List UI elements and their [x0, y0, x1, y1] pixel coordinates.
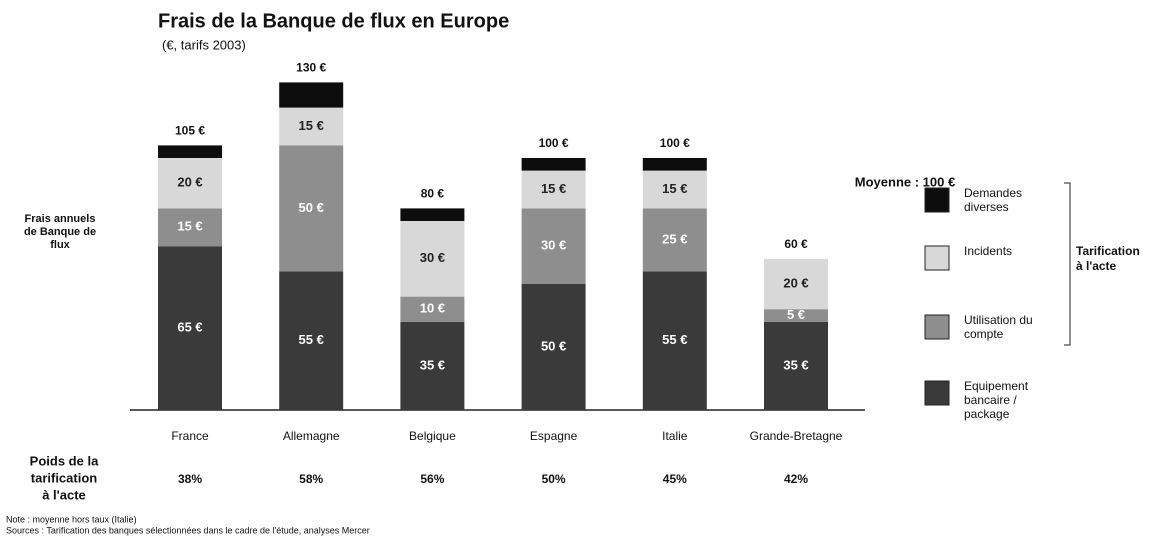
weight-label: 50% [542, 472, 566, 486]
y-axis-label: Frais annuels [25, 213, 96, 225]
legend-swatch [924, 187, 950, 213]
legend-swatch [924, 245, 950, 271]
legend-label: Utilisation du compte [964, 313, 1033, 341]
weight-label: 56% [420, 472, 444, 486]
bar-segment [158, 145, 222, 158]
segment-label: 10 € [420, 301, 445, 316]
bar-segment [521, 284, 586, 410]
bar-segment [158, 158, 222, 209]
weight-row-label: tarification [31, 470, 98, 485]
segment-label: 50 € [541, 338, 566, 353]
segment-label: 20 € [783, 275, 808, 290]
segment-label: 30 € [420, 250, 445, 265]
legend-swatch [924, 380, 950, 406]
bar-segment [642, 158, 707, 171]
bar-segment [400, 221, 465, 297]
x-tick-label: Belgique [409, 429, 456, 443]
legend-label: Incidents [964, 244, 1013, 258]
total-label: 100 € [539, 136, 569, 150]
average-label: Moyenne : 100 € [855, 174, 955, 189]
bar-segment [158, 208, 222, 247]
bar-segment [764, 258, 828, 310]
bracket-label: à l'acte [1076, 259, 1117, 273]
bar-segment [521, 208, 586, 284]
bar-segment [764, 321, 828, 410]
segment-label: 15 € [541, 181, 566, 196]
segment-label: 30 € [541, 238, 566, 253]
bar-segment [279, 271, 344, 410]
bracket-label: Tarification [1076, 244, 1140, 258]
bar-segment [764, 309, 828, 322]
weight-row-label: à l'acte [42, 487, 86, 502]
y-axis-label: flux [50, 239, 70, 251]
segment-label: 50 € [299, 200, 324, 215]
chart-subtitle: (€, tarifs 2003) [162, 37, 246, 52]
y-axis-label: de Banque de [24, 226, 96, 238]
x-tick-label: Espagne [530, 429, 578, 443]
bar-segment [642, 170, 707, 209]
segment-label: 35 € [783, 357, 808, 372]
weight-row-label: Poids de la [30, 453, 99, 468]
note: Note : moyenne hors taux (Italie) [6, 514, 137, 524]
legend-swatch [924, 314, 950, 340]
weight-label: 38% [178, 472, 202, 486]
bar-segment [642, 208, 707, 272]
bar-segment [279, 107, 344, 146]
total-label: 130 € [296, 61, 326, 75]
weight-label: 58% [299, 472, 323, 486]
segment-label: 5 € [787, 307, 805, 322]
total-label: 100 € [660, 136, 690, 150]
bar-segment [642, 271, 707, 410]
bracket [1064, 182, 1071, 346]
bar-segment [158, 246, 222, 410]
segment-label: 15 € [662, 181, 687, 196]
segment-label: 15 € [177, 219, 202, 234]
total-label: 60 € [784, 237, 808, 251]
bar-segment [400, 208, 465, 221]
note: Sources : Tarification des banques sélec… [6, 525, 370, 535]
bar-segment [521, 158, 586, 171]
segment-label: 55 € [299, 332, 324, 347]
segment-label: 15 € [299, 118, 324, 133]
bar-segment [400, 321, 465, 410]
legend-label: Demandes diverses [964, 186, 1023, 214]
total-label: 105 € [175, 124, 205, 138]
bar-segment [400, 296, 465, 322]
segment-label: 55 € [662, 332, 687, 347]
bar-segment [279, 82, 344, 108]
legend-label: Equipement bancaire / package [964, 379, 1029, 421]
segment-label: 65 € [177, 320, 202, 335]
x-tick-label: Italie [662, 429, 688, 443]
weight-label: 45% [663, 472, 687, 486]
total-label: 80 € [421, 187, 445, 201]
segment-label: 35 € [420, 357, 445, 372]
bar-segment [279, 145, 344, 272]
x-tick-label: Allemagne [283, 429, 340, 443]
chart-title: Frais de la Banque de flux en Europe [158, 10, 509, 32]
segment-label: 25 € [662, 231, 687, 246]
x-tick-label: Grande-Bretagne [750, 429, 843, 443]
weight-label: 42% [784, 472, 808, 486]
segment-label: 20 € [177, 175, 202, 190]
x-tick-label: France [171, 429, 209, 443]
bar-segment [521, 170, 586, 209]
